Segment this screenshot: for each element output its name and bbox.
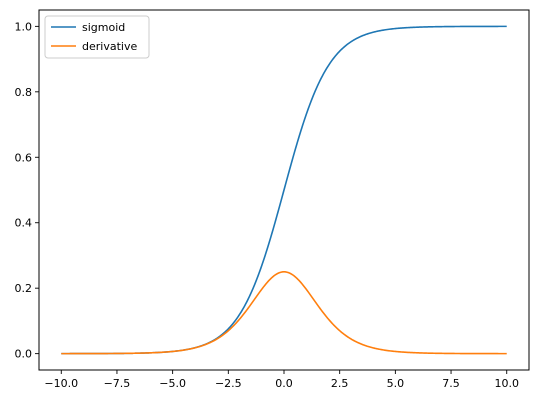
x-tick-label: 2.5	[331, 377, 349, 390]
x-tick-label: 10.0	[494, 377, 519, 390]
x-axis: −10.0 −7.5 −5.0 −2.5 0.0 2.5 5.0 7.5 10.0	[44, 370, 519, 390]
x-tick-label: 7.5	[442, 377, 460, 390]
y-tick-label: 0.0	[15, 348, 33, 361]
y-tick-label: 0.2	[15, 282, 33, 295]
y-tick-label: 0.6	[15, 151, 33, 164]
curves-layer	[61, 25, 507, 355]
x-tick-label: 5.0	[387, 377, 405, 390]
y-tick-label: 0.4	[15, 217, 33, 230]
legend-label-sigmoid: sigmoid	[82, 21, 125, 34]
y-axis: 0.0 0.2 0.4 0.6 0.8 1.0	[15, 20, 39, 361]
x-tick-label: −7.5	[104, 377, 131, 390]
y-tick-label: 1.0	[15, 20, 33, 33]
x-tick-label: −5.0	[159, 377, 186, 390]
x-tick-label: −10.0	[44, 377, 78, 390]
x-tick-label: −2.5	[215, 377, 242, 390]
legend: sigmoid derivative	[44, 15, 150, 59]
series-line-derivative	[61, 271, 507, 355]
legend-label-derivative: derivative	[82, 40, 137, 53]
y-tick-label: 0.8	[15, 86, 33, 99]
x-tick-label: 0.0	[275, 377, 293, 390]
